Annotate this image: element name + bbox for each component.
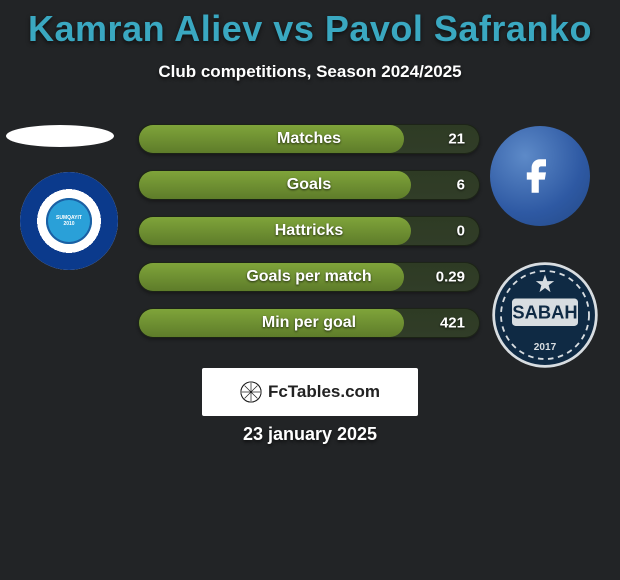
stat-value: 6	[457, 177, 465, 194]
facebook-glyph-icon	[516, 152, 564, 200]
stat-label: Hattricks	[139, 222, 479, 240]
stat-label: Goals per match	[139, 268, 479, 286]
fctables-label: FcTables.com	[268, 382, 380, 402]
badge-left-year: 2010	[63, 221, 74, 227]
stat-bars: Matches21 Goals6 Hattricks0 Goals per match…	[138, 124, 480, 354]
date-label: 23 january 2025	[243, 424, 377, 445]
badge-right-year: 2017	[534, 342, 557, 353]
stat-bar: Goals6	[138, 170, 480, 200]
club-badge-left-inner: SUMQAYIT 2010	[46, 198, 92, 244]
stat-value: 21	[448, 131, 465, 148]
stat-value: 0.29	[436, 269, 465, 286]
club-badge-right: SABAH 2017	[490, 260, 600, 370]
subtitle: Club competitions, Season 2024/2025	[0, 62, 620, 82]
badge-right-name: SABAH	[512, 302, 577, 323]
stat-bar: Goals per match0.29	[138, 262, 480, 292]
stat-label: Goals	[139, 176, 479, 194]
facebook-icon[interactable]	[490, 126, 590, 226]
stat-label: Min per goal	[139, 314, 479, 332]
stat-label: Matches	[139, 130, 479, 148]
stat-value: 0	[457, 223, 465, 240]
stat-bar: Hattricks0	[138, 216, 480, 246]
stat-bar: Min per goal421	[138, 308, 480, 338]
stat-value: 421	[440, 315, 465, 332]
fctables-badge[interactable]: FcTables.com	[202, 368, 418, 416]
page-title: Kamran Aliev vs Pavol Safranko	[0, 0, 620, 50]
club-badge-left: SUMQAYIT 2010	[20, 172, 118, 270]
stat-bar: Matches21	[138, 124, 480, 154]
club-badge-right-svg: SABAH 2017	[490, 260, 600, 370]
player-left-placeholder	[6, 125, 114, 147]
fctables-logo-icon	[240, 381, 262, 403]
